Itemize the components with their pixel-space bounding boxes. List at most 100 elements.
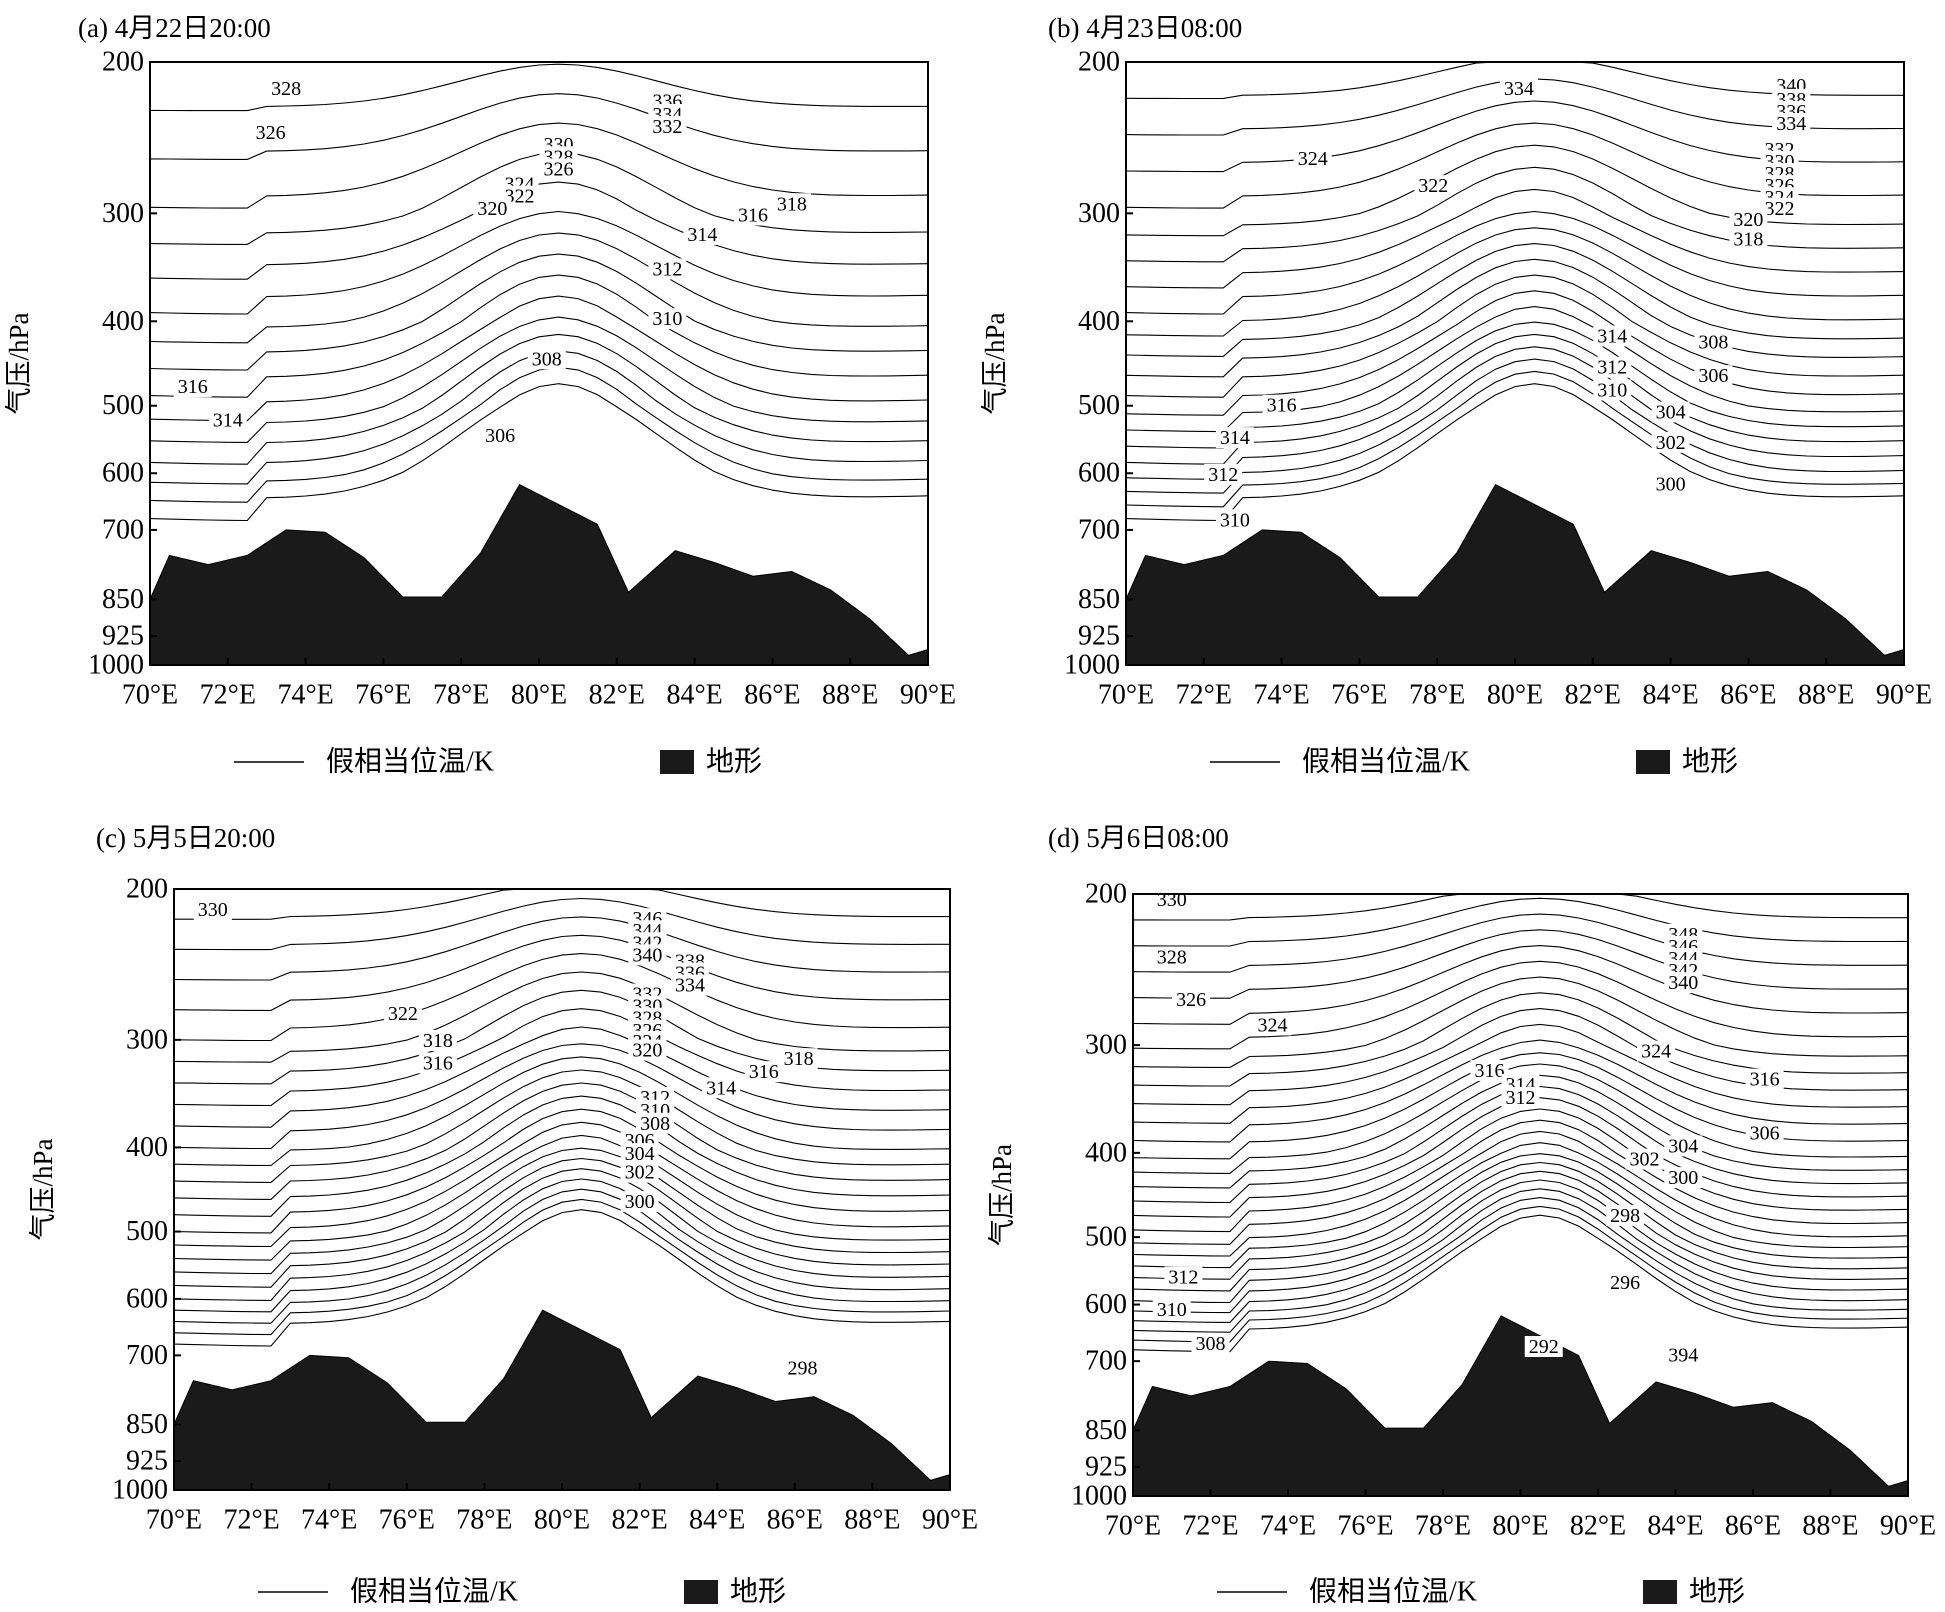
contour-label: 304	[625, 1143, 655, 1165]
contour-line	[1132, 960, 1909, 1050]
contour-label: 340	[1668, 972, 1698, 994]
contour-label-bg	[628, 944, 667, 966]
contour-label: 300	[1656, 474, 1686, 496]
contour-label-bg	[733, 204, 772, 226]
x-tick-label: 78°E	[1409, 680, 1465, 711]
contour-label-bg	[779, 1048, 818, 1070]
contour-label: 318	[777, 193, 807, 215]
y-axis-label: 气压/hPa	[987, 1144, 1017, 1246]
contour-label-bg	[1262, 394, 1301, 416]
contour-label: 326	[256, 122, 286, 144]
x-ticks: 70°E 72°E 74°E 76°E 78°E 80°E 82°E 84°E 86°E 88°E…	[1098, 658, 1932, 711]
contour-label: 334	[1776, 113, 1806, 135]
contour-line	[1132, 1205, 1909, 1343]
legend: 假相当位温/K 地形	[258, 1576, 786, 1608]
contour-label-bg	[1729, 208, 1768, 230]
contour-label: 320	[1733, 209, 1763, 231]
contour-label: 322	[505, 186, 535, 208]
contour-label: 302	[1656, 432, 1686, 454]
x-tick-label: 76°E	[1337, 1511, 1393, 1542]
x-tick-label: 74°E	[277, 680, 333, 711]
contour-label: 306	[1750, 1122, 1780, 1144]
contour-label: 314	[1220, 427, 1250, 449]
contour-line	[1125, 321, 1905, 449]
x-tick-label: 74°E	[1260, 1511, 1316, 1542]
y-axis-label: 气压/hPa	[980, 312, 1010, 414]
x-tick-label: 86°E	[744, 680, 800, 711]
y-tick-label: 200	[1085, 879, 1127, 910]
contour-line	[1132, 1197, 1909, 1333]
x-ticks: 70°E 72°E 74°E 76°E 78°E 80°E 82°E 84°E 86°E 88°E…	[146, 1483, 978, 1536]
x-ticks: 70°E 72°E 74°E 76°E 78°E 80°E 82°E 84°E 86°E 88°E…	[1105, 1489, 1936, 1542]
y-tick-label: 925	[102, 621, 144, 652]
x-tick-label: 74°E	[1253, 680, 1309, 711]
x-tick-label: 70°E	[146, 1505, 202, 1536]
contour-label-bg	[744, 1061, 783, 1083]
contour-line	[173, 1134, 951, 1261]
contour-label: 312	[1597, 357, 1627, 379]
y-tick-label: 300	[102, 198, 144, 229]
y-tick-label: 1000	[1071, 1481, 1127, 1512]
legend-terrain-label: 地形	[1689, 1576, 1745, 1608]
contour-label: 316	[1750, 1069, 1780, 1091]
contour-label-bg	[1501, 1086, 1540, 1108]
contour-label-bg	[702, 1077, 741, 1099]
contour-line	[149, 152, 929, 245]
contour-label-bg	[1414, 175, 1453, 197]
contour-label: 320	[632, 1040, 662, 1062]
y-tick-label: 300	[126, 1024, 168, 1055]
contour-line	[173, 1026, 951, 1128]
contour-label-bg	[683, 223, 722, 245]
y-tick-label: 300	[1078, 198, 1120, 229]
terrain-area	[149, 483, 929, 666]
contour-line	[1125, 243, 1905, 357]
contour-label: 312	[1168, 1267, 1198, 1289]
y-tick-label: 200	[1078, 47, 1120, 78]
contour-label-bg	[1694, 331, 1733, 353]
contour-line	[149, 333, 929, 465]
contour-label-bg	[648, 308, 687, 330]
contour-line	[149, 122, 929, 209]
x-tick-label: 90°E	[900, 680, 956, 711]
contour-label: 320	[477, 198, 507, 220]
y-tick-label: 700	[1085, 1346, 1127, 1377]
contour-label-bg	[1760, 197, 1799, 219]
legend-terrain-swatch	[1643, 1580, 1677, 1604]
contour-label: 312	[1208, 464, 1238, 486]
contour-line	[173, 953, 951, 1042]
contour-label-bg	[1152, 946, 1191, 968]
panel-title: (a) 4月22日20:00	[78, 13, 271, 43]
y-tick-label: 925	[1078, 621, 1120, 652]
contour-labels: 3343403383363343323303283263243223243223…	[1204, 75, 1811, 531]
x-tick-label: 90°E	[1880, 1511, 1936, 1542]
contour-label: 302	[1630, 1149, 1660, 1171]
contour-label-bg	[648, 258, 687, 280]
panel-title: (d) 5月6日08:00	[1048, 823, 1229, 853]
contour-line	[1132, 1153, 1909, 1280]
legend: 假相当位温/K 地形	[1217, 1576, 1745, 1608]
y-tick-label: 200	[126, 874, 168, 905]
contour-line	[1133, 893, 1908, 921]
contour-line	[149, 316, 929, 443]
x-tick-label: 76°E	[379, 1505, 435, 1536]
y-tick-label: 400	[1078, 306, 1120, 337]
contour-label: 330	[198, 899, 228, 921]
contour-label: 326	[1176, 989, 1206, 1011]
contour-label-bg	[1204, 463, 1243, 485]
contour-line	[1132, 913, 1909, 973]
contour-line	[1132, 1188, 1909, 1323]
x-tick-label: 82°E	[1565, 680, 1621, 711]
contour-line	[173, 1082, 951, 1200]
contour-label: 334	[1504, 78, 1534, 100]
contour-label-bg	[1664, 972, 1703, 994]
contour-label-bg	[783, 1357, 822, 1379]
contour-label-bg	[671, 974, 710, 996]
x-tick-label: 78°E	[433, 680, 489, 711]
contour-label-bg	[1593, 325, 1632, 347]
contour-label: 302	[625, 1162, 655, 1184]
contour-label-bg	[267, 78, 306, 100]
